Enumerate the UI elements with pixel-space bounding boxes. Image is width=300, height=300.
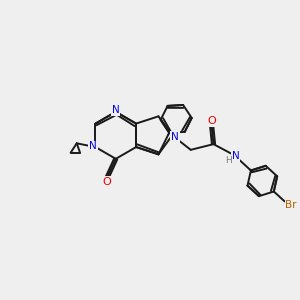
Text: H: H	[226, 156, 232, 165]
Text: N: N	[112, 105, 120, 116]
Text: O: O	[103, 177, 112, 187]
Text: O: O	[207, 116, 216, 126]
Text: N: N	[89, 142, 97, 152]
Text: N: N	[232, 151, 239, 161]
Text: N: N	[171, 132, 179, 142]
Text: Br: Br	[285, 200, 297, 210]
